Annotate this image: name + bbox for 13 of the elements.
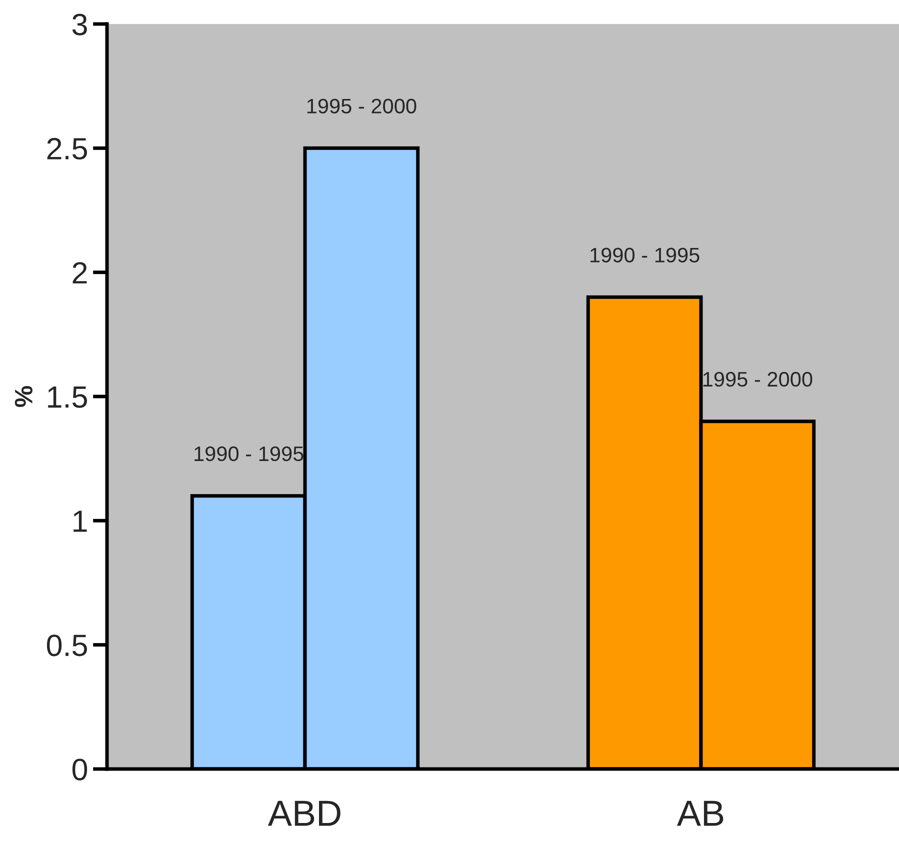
y-tick-label: 2.5	[47, 138, 87, 160]
series-label: 1990 - 1995	[590, 248, 700, 262]
y-tick-label: 1	[74, 510, 87, 532]
y-tick-label: 2	[72, 262, 87, 284]
series-label: 1995 - 2000	[307, 98, 416, 114]
y-tick-label: 1.5	[48, 386, 87, 408]
y-axis-title: %	[14, 386, 32, 407]
y-tick-label: 0	[72, 758, 88, 780]
x-tick-label: ABD	[268, 800, 340, 826]
text: 1995 - 2000	[703, 372, 812, 387]
y-tick-label: 0.5	[46, 634, 87, 656]
x-tick-label: AB	[676, 800, 724, 826]
y-tick-label: 3	[72, 14, 87, 36]
